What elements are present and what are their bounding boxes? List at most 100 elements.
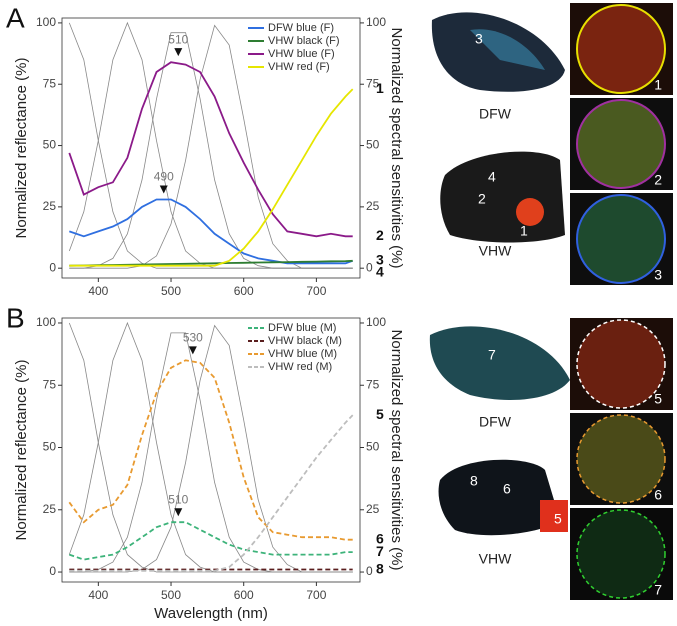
y2-tick-label: 100 — [366, 15, 386, 29]
legend-label: VHW blue (M) — [268, 348, 337, 360]
x-tick-label: 400 — [88, 284, 108, 298]
end-label: 7 — [376, 543, 384, 559]
red-spot — [540, 500, 568, 532]
reflectance-line — [69, 198, 353, 265]
zoom-label: 1 — [654, 77, 662, 93]
photos-female: ♀ 3 DFW 4 2 1 VHW 1 2 3 — [431, 0, 673, 285]
wing-label: DFW — [479, 414, 512, 430]
zoom-circle — [576, 414, 666, 504]
y-tick-label: 50 — [43, 138, 57, 152]
spot-label: 5 — [554, 511, 562, 527]
legend-label: VHW black (F) — [268, 35, 340, 47]
zoom-circle — [576, 319, 666, 409]
end-label: 5 — [376, 406, 384, 422]
zoom-label: 7 — [654, 582, 662, 598]
legend-label: VHW red (M) — [268, 361, 332, 373]
peak-label: 490 — [154, 170, 174, 184]
wing — [440, 151, 565, 243]
y-tick-label: 0 — [49, 564, 56, 578]
end-label: 1 — [376, 80, 384, 96]
zoom-circle — [576, 4, 666, 94]
y2-tick-label: 75 — [366, 377, 380, 391]
x-tick-label: 700 — [306, 588, 326, 602]
spot-label: 3 — [475, 31, 483, 47]
spot-label: 2 — [478, 191, 486, 207]
x-tick-label: 500 — [161, 588, 181, 602]
spot-label: 1 — [520, 223, 528, 239]
end-label: 4 — [376, 264, 384, 280]
y-axis-title: Normalized reflectance (%) — [13, 360, 30, 541]
y-tick-label: 75 — [43, 76, 57, 90]
spot-label: 6 — [503, 481, 511, 497]
legend-label: DFW blue (F) — [268, 22, 334, 34]
reflectance-line — [68, 359, 353, 541]
reflectance-line — [69, 521, 353, 561]
x-tick-label: 600 — [234, 284, 254, 298]
zoom-circle — [576, 99, 666, 189]
wing — [429, 326, 570, 400]
y2-tick-label: 75 — [366, 76, 380, 90]
y-tick-label: 25 — [43, 502, 57, 516]
wing-label: VHW — [479, 243, 512, 259]
x-tick-label: 500 — [161, 284, 181, 298]
end-label: 6 — [376, 530, 384, 546]
peak-label: 530 — [183, 331, 203, 345]
y-axis-title: Normalized reflectance (%) — [13, 58, 30, 239]
y2-tick-label: 50 — [366, 440, 380, 454]
zoom-label: 5 — [654, 391, 662, 407]
x-tick-label: 600 — [234, 588, 254, 602]
peak-marker — [159, 185, 168, 194]
spot-label: 8 — [470, 473, 478, 489]
x-axis-title: Wavelength (nm) — [154, 605, 268, 622]
y2-tick-label: 100 — [366, 315, 386, 329]
y2-tick-label: 25 — [366, 199, 380, 213]
y-tick-label: 0 — [49, 260, 56, 274]
peak-label: 510 — [168, 32, 188, 46]
peak-marker — [174, 508, 183, 517]
zoom-label: 2 — [654, 172, 662, 188]
sensitivity-curve — [69, 24, 353, 269]
y2-tick-label: 25 — [366, 502, 380, 516]
wing-label: VHW — [479, 551, 512, 567]
end-label: 3 — [376, 252, 384, 268]
sensitivity-curve — [69, 324, 353, 573]
zoom-label: 3 — [654, 267, 662, 283]
x-tick-label: 700 — [306, 284, 326, 298]
plot-frame — [61, 317, 361, 583]
y-tick-label: 75 — [43, 377, 57, 391]
y-tick-label: 100 — [36, 15, 56, 29]
y2-axis-title: Normalized spectral sensitivities (%) — [388, 330, 405, 571]
zoom-circle — [576, 194, 666, 284]
red-spot — [516, 198, 544, 226]
wing — [438, 459, 560, 536]
photos-male: ♂ 7 DFW 8 6 5 VHW 5 6 7 — [429, 309, 673, 600]
x-tick-label: 400 — [88, 588, 108, 602]
wing-sheen — [470, 29, 545, 70]
y2-tick-label: 50 — [366, 138, 380, 152]
reflectance-line — [69, 414, 354, 572]
reflectance-line — [68, 61, 353, 238]
legend-label: VHW blue (F) — [268, 48, 335, 60]
y2-tick-label: 0 — [366, 260, 373, 274]
y2-tick-label: 0 — [366, 564, 373, 578]
reflectance-line — [69, 88, 354, 267]
panel-label: B — [6, 302, 25, 333]
peak-marker — [188, 346, 197, 355]
spot-label: 4 — [488, 169, 496, 185]
peak-marker — [174, 48, 183, 57]
y-tick-label: 50 — [43, 440, 57, 454]
legend-label: VHW black (M) — [268, 335, 342, 347]
panel-label: A — [6, 2, 25, 33]
legend-label: VHW red (F) — [268, 61, 330, 73]
wing-label: DFW — [479, 106, 512, 122]
y-tick-label: 100 — [36, 315, 56, 329]
peak-label: 510 — [168, 492, 188, 506]
end-label: 8 — [376, 560, 384, 576]
zoom-circle — [576, 509, 666, 599]
zoom-label: 6 — [654, 487, 662, 503]
end-label: 2 — [376, 227, 384, 243]
y-tick-label: 25 — [43, 199, 57, 213]
y2-axis-title: Normalized spectral sensitivities (%) — [388, 28, 405, 269]
legend-label: DFW blue (M) — [268, 322, 336, 334]
